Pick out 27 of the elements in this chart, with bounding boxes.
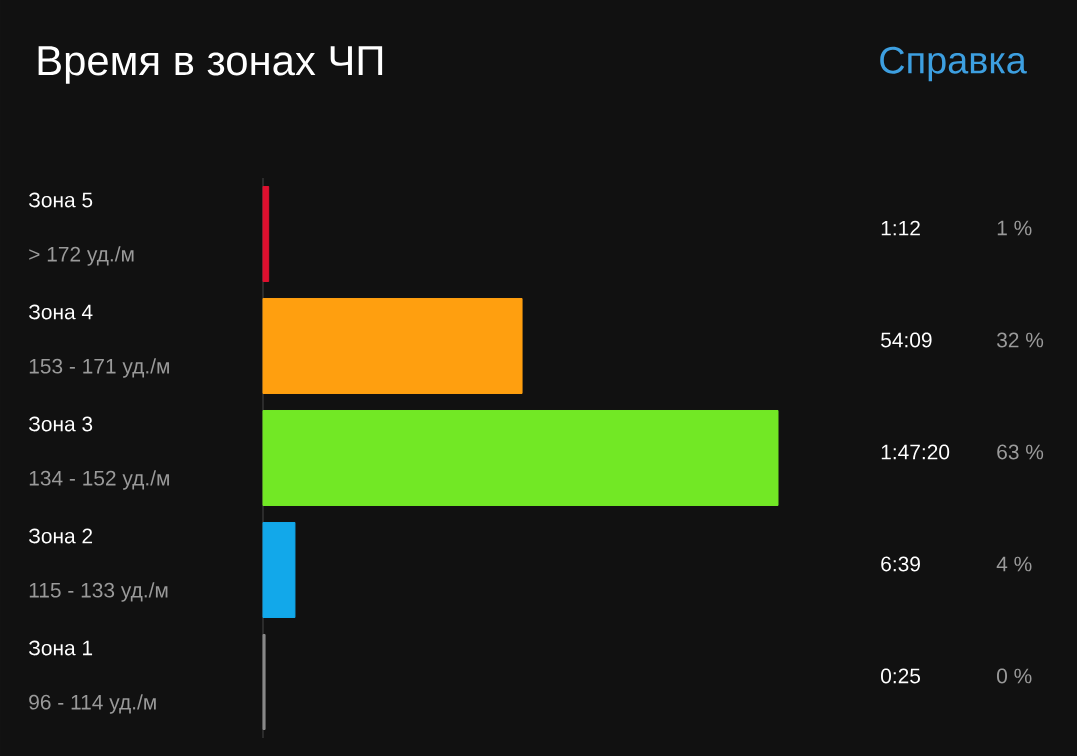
bar (262, 521, 296, 618)
text: 4 % (996, 556, 1032, 572)
text: Справка (880, 46, 1027, 82)
bar (262, 185, 270, 282)
bar (262, 409, 779, 506)
chart-title: Время в зонах ЧП (38, 46, 383, 84)
text: 54:09 (881, 332, 932, 348)
bar (262, 633, 266, 730)
text: 1:47:20 (881, 444, 950, 460)
text: 0:25 (881, 668, 921, 684)
text: 6:39 (881, 556, 920, 572)
bar (262, 297, 523, 394)
text: 96 - 114 уд./м (29, 694, 156, 714)
text: 1 % (997, 220, 1032, 236)
text: 32 % (997, 332, 1044, 348)
text: 134 - 152 уд./м (29, 470, 169, 490)
y-tick-label: Зона 1 (28, 640, 93, 656)
y-tick-label: Зона 4 (28, 304, 93, 320)
y-tick-label: Зона 5 (28, 192, 93, 208)
y-tick-label: Зона 3 (28, 416, 93, 432)
text: > 172 уд./м (29, 246, 134, 266)
text: 115 - 133 уд./м (29, 582, 168, 602)
text: 153 - 171 уд./м (29, 358, 169, 378)
text: 1:12 (881, 220, 920, 236)
y-tick-label: Зона 2 (28, 528, 93, 544)
text: 0 % (997, 668, 1032, 684)
text: 63 % (997, 444, 1044, 460)
